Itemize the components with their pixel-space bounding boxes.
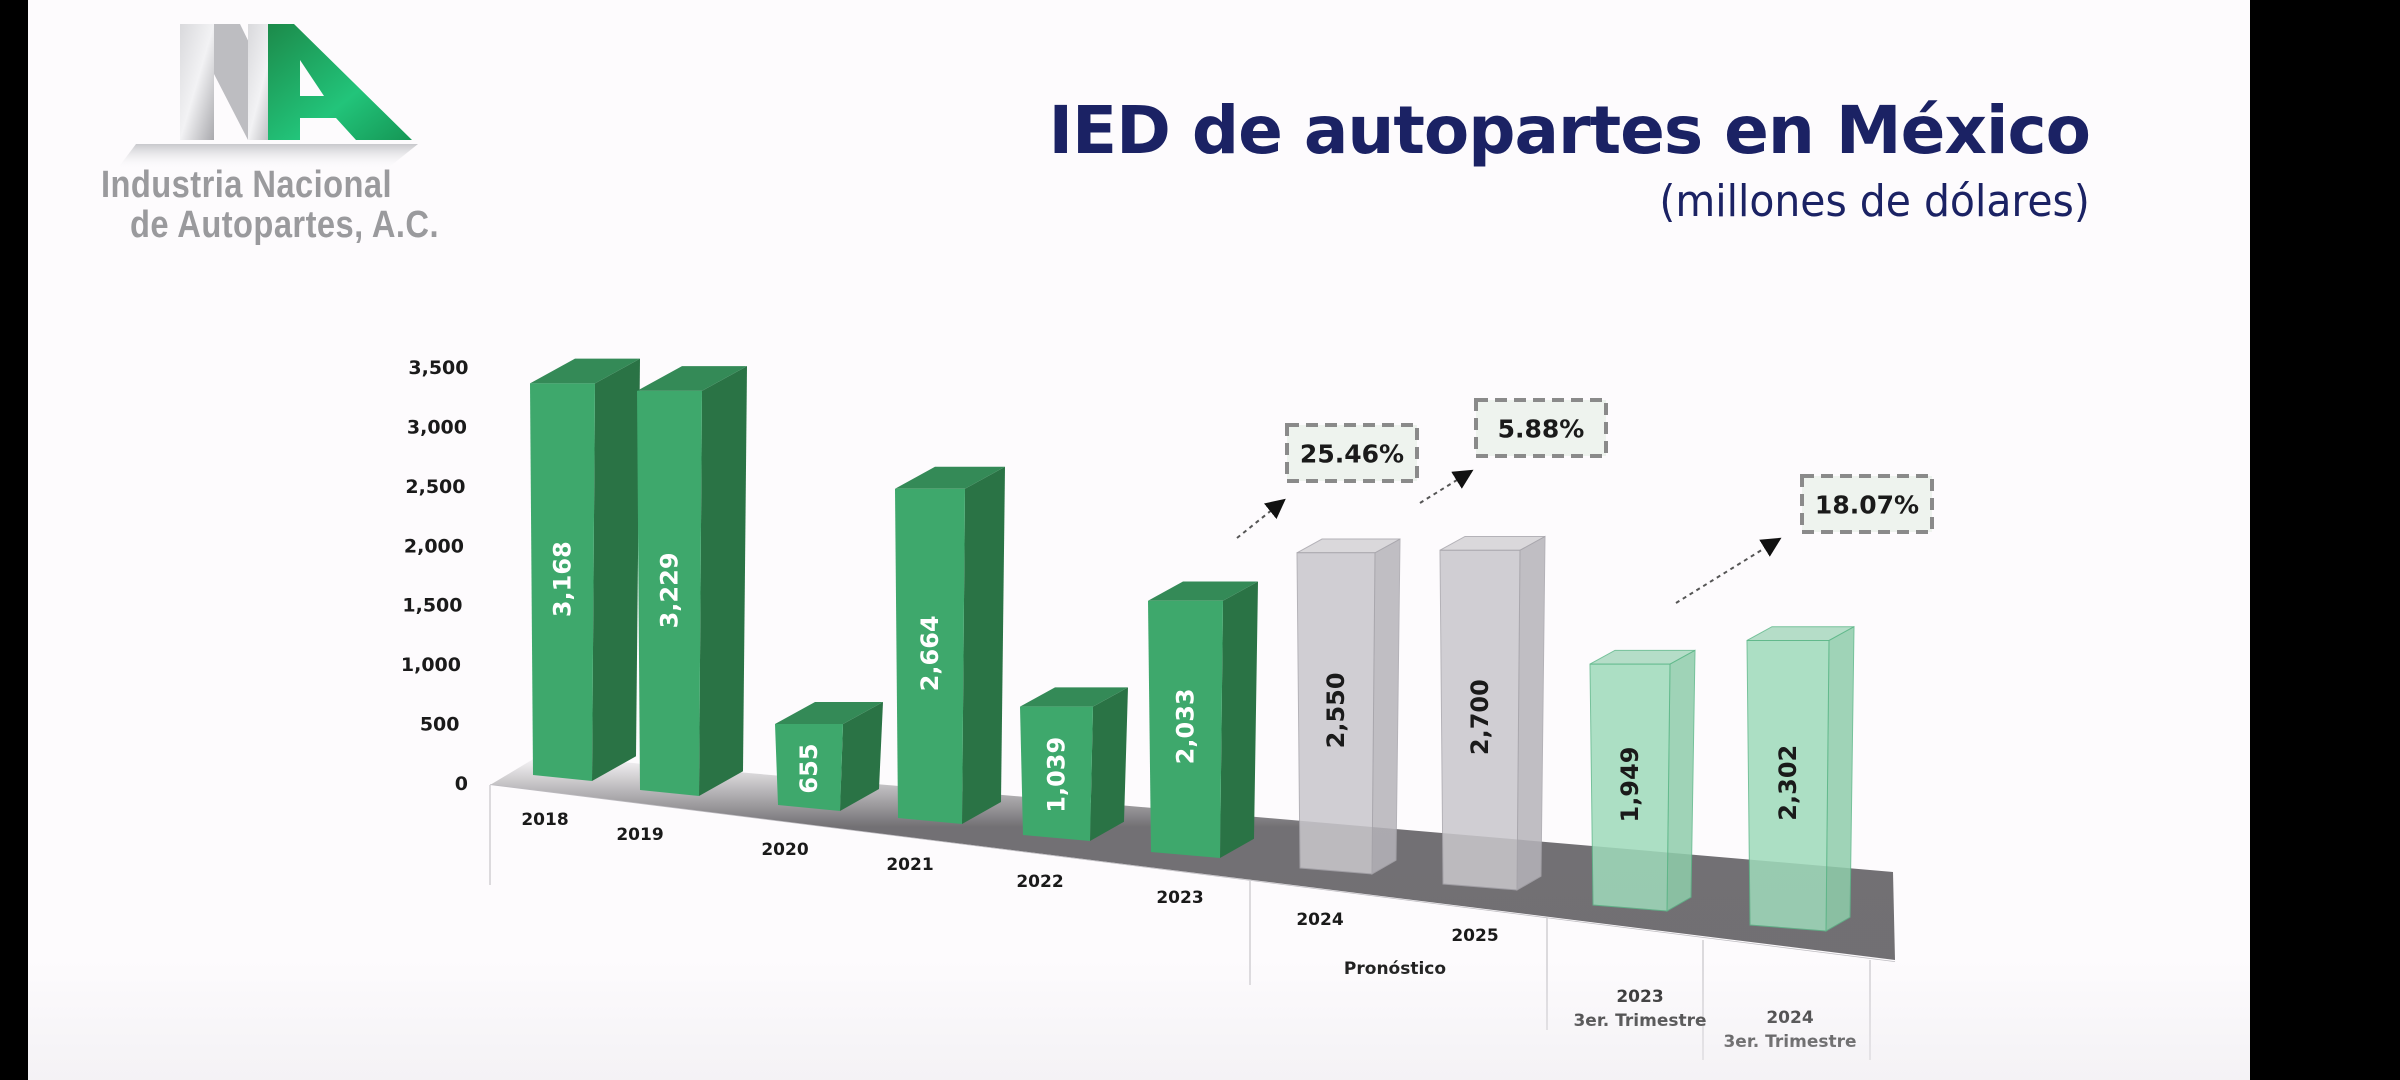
annotation-text: 18.07% <box>1815 491 1919 520</box>
bar-2024: 2,550 <box>1296 538 1401 875</box>
bar-2020: 655 <box>775 702 883 811</box>
bar-side <box>840 702 883 811</box>
bar-2024-3er-trimestre: 2,302 <box>1746 625 1855 932</box>
x-tick-label: 2019 <box>616 825 663 845</box>
bar-value-label: 3,168 <box>549 541 577 617</box>
bar-value-label: 655 <box>795 743 823 793</box>
x-axis-labels: 2018 2019 2020 2021 2022 2023 2024 2025 2023 3er.… <box>521 810 1856 1052</box>
bar-top <box>530 358 640 384</box>
bar-2025: 2,700 <box>1439 535 1546 891</box>
growth-annotation: 5.88% <box>1419 398 1608 504</box>
bar-front <box>1589 663 1671 912</box>
bar-2018: 3,168 <box>530 358 640 781</box>
page-subtitle: (millones de dólares) <box>1659 176 2090 227</box>
axis-panel <box>490 785 1895 1060</box>
bar-side <box>1220 581 1258 858</box>
logo: Industria Nacional de Autopartes, A.C. <box>88 18 508 258</box>
x-tick-sublabel: 3er. Trimestre <box>1723 1032 1856 1052</box>
bar-side <box>1825 625 1855 932</box>
bar-front <box>530 383 595 781</box>
x-tick-label: 2024 <box>1766 1008 1813 1028</box>
bar-value-label: 2,302 <box>1774 745 1802 821</box>
bar-2021: 2,664 <box>895 466 1005 824</box>
arrow-icon <box>1236 498 1286 539</box>
annotation-box <box>1800 474 1934 534</box>
page-title: IED de autopartes en México <box>1048 92 2091 169</box>
bar-front <box>1020 706 1093 841</box>
bar-value-label: 3,229 <box>656 552 684 628</box>
bar-front <box>1296 552 1376 875</box>
x-tick-label: 2018 <box>521 810 568 830</box>
bars: 3,168 3,229 655 2,664 1,039 2,033 2,550 2,700 1,… <box>530 358 1855 932</box>
y-axis: 0 500 1,000 1,500 2,000 2,500 3,000 3,500 <box>401 357 469 795</box>
y-tick-label: 2,500 <box>405 476 465 498</box>
bar-top <box>895 466 1005 489</box>
bar-side <box>1666 649 1696 912</box>
x-tick-label: 2024 <box>1296 910 1343 930</box>
bar-front <box>895 488 965 824</box>
bar-front <box>1148 600 1223 858</box>
arrow-icon <box>1419 469 1474 504</box>
bar-2019: 3,229 <box>637 366 747 796</box>
bar-2022: 1,039 <box>1020 687 1128 841</box>
bar-value-label: 2,664 <box>916 615 944 691</box>
y-tick-label: 500 <box>420 714 460 736</box>
bar-top <box>1148 581 1258 601</box>
y-tick-label: 0 <box>455 773 468 795</box>
bar-value-label: 1,949 <box>1616 747 1644 823</box>
y-tick-label: 1,000 <box>401 654 461 676</box>
x-tick-label: 2022 <box>1016 872 1063 892</box>
bar-front <box>1746 639 1830 932</box>
logo-mark-icon <box>118 24 418 168</box>
annotations: 25.46% 5.88% 18.07% <box>1236 398 1934 604</box>
bar-chart: 0 500 1,000 1,500 2,000 2,500 3,000 3,500 3,168… <box>401 357 1934 1060</box>
y-tick-label: 2,000 <box>404 535 464 557</box>
bar-front <box>1439 549 1521 891</box>
bar-value-label: 2,033 <box>1172 688 1200 764</box>
x-tick-label: 2023 <box>1156 888 1203 908</box>
x-tick-label: 2021 <box>886 855 933 875</box>
bar-value-label: 1,039 <box>1043 737 1071 813</box>
bar-side <box>592 358 640 781</box>
bar-top <box>1020 687 1128 707</box>
bar-top <box>637 366 747 391</box>
growth-annotation: 18.07% <box>1675 474 1934 604</box>
bar-value-label: 2,550 <box>1322 672 1350 748</box>
annotation-text: 5.88% <box>1498 415 1585 444</box>
logo-text-line2: de Autopartes, A.C. <box>130 204 439 246</box>
slide: Industria Nacional de Autopartes, A.C. I… <box>28 0 2250 1080</box>
y-tick-label: 3,500 <box>408 357 468 379</box>
annotation-text: 25.46% <box>1300 440 1404 469</box>
bar-top <box>775 702 883 725</box>
bar-side <box>962 466 1005 824</box>
logo-text-line1: Industria Nacional <box>101 164 393 206</box>
bar-2023-3er-trimestre: 1,949 <box>1589 649 1696 912</box>
y-tick-label: 3,000 <box>407 416 467 438</box>
annotation-box <box>1474 398 1608 458</box>
x-tick-label: 2025 <box>1451 926 1498 946</box>
bar-front <box>637 390 702 796</box>
x-tick-label: 2023 <box>1616 987 1663 1007</box>
bar-side <box>1371 538 1401 875</box>
bar-side <box>1090 687 1128 841</box>
x-tick-sublabel: 3er. Trimestre <box>1573 1011 1706 1031</box>
x-tick-label: 2020 <box>761 840 808 860</box>
bar-2023: 2,033 <box>1148 581 1258 858</box>
group-label-pronostico: Pronóstico <box>1344 959 1446 979</box>
bar-front <box>775 724 843 811</box>
arrow-icon <box>1675 537 1782 604</box>
growth-annotation: 25.46% <box>1236 423 1419 539</box>
bar-side <box>699 366 747 796</box>
bar-value-label: 2,700 <box>1466 679 1494 755</box>
bar-side <box>1516 535 1546 891</box>
y-tick-label: 1,500 <box>402 595 462 617</box>
annotation-box <box>1285 423 1419 483</box>
